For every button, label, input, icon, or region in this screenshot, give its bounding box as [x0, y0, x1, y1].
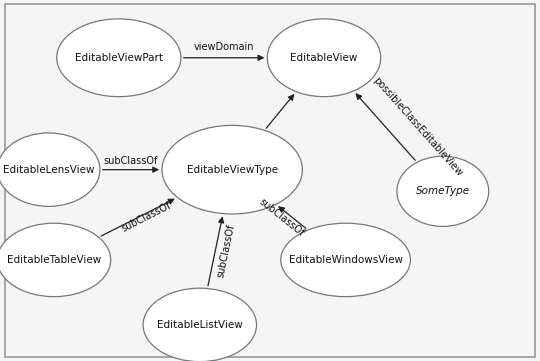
Text: subClassOf: subClassOf: [256, 196, 306, 238]
Ellipse shape: [143, 288, 256, 361]
Ellipse shape: [397, 156, 489, 226]
Text: SomeType: SomeType: [416, 186, 470, 196]
Text: EditableWindowsView: EditableWindowsView: [288, 255, 403, 265]
Ellipse shape: [281, 223, 410, 297]
Text: subClassOf: subClassOf: [120, 201, 173, 234]
Text: possibleClassEditableView: possibleClassEditableView: [371, 75, 464, 178]
Text: EditableLensView: EditableLensView: [3, 165, 94, 175]
Text: subClassOf: subClassOf: [215, 223, 237, 279]
Text: subClassOf: subClassOf: [104, 156, 158, 166]
Text: viewDomain: viewDomain: [194, 42, 254, 52]
Ellipse shape: [0, 223, 111, 297]
Ellipse shape: [57, 19, 181, 97]
Text: EditableTableView: EditableTableView: [7, 255, 101, 265]
Text: EditableViewPart: EditableViewPart: [75, 53, 163, 63]
Text: EditableViewType: EditableViewType: [187, 165, 278, 175]
Text: EditableView: EditableView: [291, 53, 357, 63]
Text: EditableListView: EditableListView: [157, 320, 242, 330]
Ellipse shape: [267, 19, 381, 97]
Ellipse shape: [162, 125, 302, 214]
Ellipse shape: [0, 133, 100, 206]
